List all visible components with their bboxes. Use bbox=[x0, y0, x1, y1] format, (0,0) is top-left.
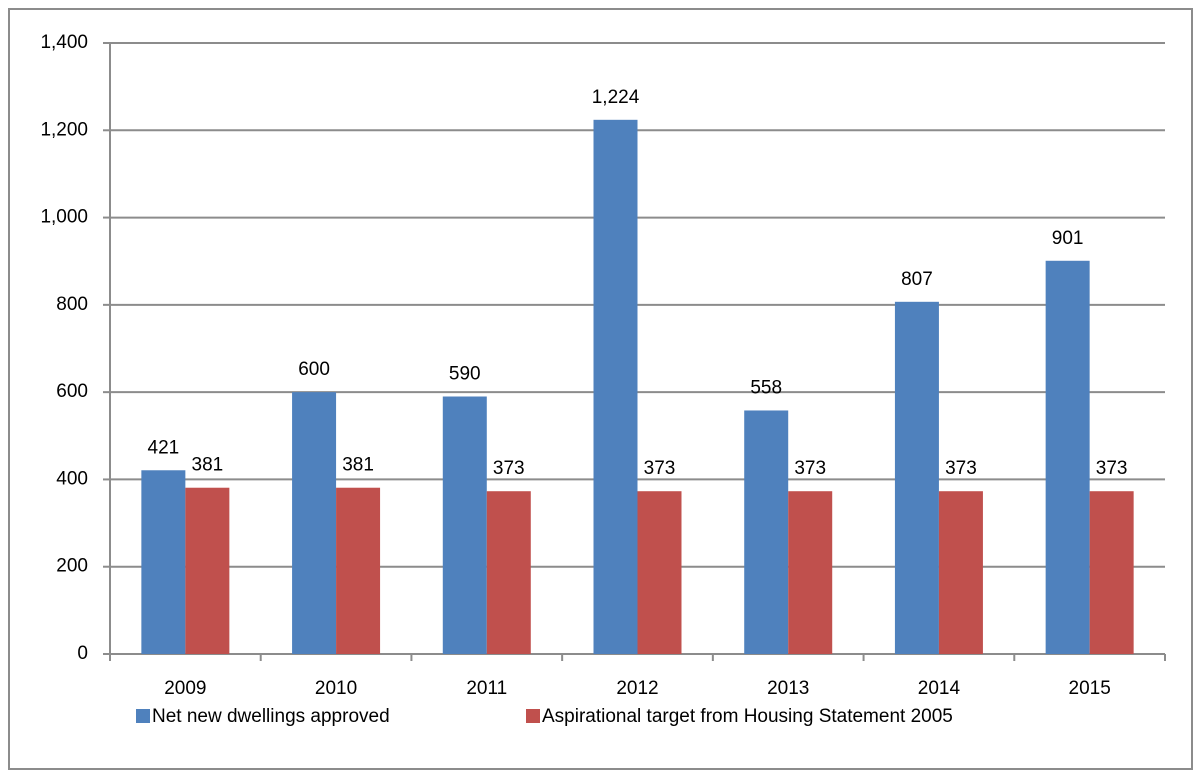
bar bbox=[788, 491, 833, 654]
y-tick-label: 400 bbox=[56, 468, 88, 489]
data-label: 381 bbox=[192, 455, 224, 476]
bar bbox=[1089, 491, 1134, 654]
bar bbox=[1045, 260, 1090, 654]
legend-label: Aspirational target from Housing Stateme… bbox=[542, 706, 953, 727]
y-tick-label: 0 bbox=[77, 643, 88, 664]
legend-swatch bbox=[526, 709, 540, 723]
bar bbox=[486, 491, 531, 654]
data-label: 373 bbox=[493, 458, 525, 479]
x-tick-label: 2009 bbox=[164, 678, 206, 699]
y-tick-label: 1,200 bbox=[40, 119, 88, 140]
data-label: 558 bbox=[750, 377, 782, 398]
data-label: 1,224 bbox=[592, 87, 640, 108]
legend-swatch bbox=[136, 709, 150, 723]
x-tick-label: 2013 bbox=[767, 678, 809, 699]
data-label: 600 bbox=[298, 359, 330, 380]
bar bbox=[185, 487, 230, 654]
x-tick-label: 2014 bbox=[918, 678, 961, 699]
bar bbox=[593, 119, 638, 655]
y-tick-label: 200 bbox=[56, 556, 88, 577]
data-label: 590 bbox=[449, 364, 481, 385]
data-label: 373 bbox=[644, 458, 676, 479]
data-label: 373 bbox=[945, 458, 977, 479]
data-label: 373 bbox=[1096, 458, 1128, 479]
bar bbox=[637, 491, 682, 654]
data-label: 421 bbox=[148, 437, 180, 458]
bar bbox=[336, 487, 381, 654]
data-label: 901 bbox=[1052, 228, 1084, 249]
x-tick-label: 2015 bbox=[1069, 678, 1111, 699]
bar bbox=[744, 410, 789, 654]
bar bbox=[141, 470, 186, 654]
legend-label: Net new dwellings approved bbox=[152, 706, 390, 727]
x-tick-label: 2012 bbox=[616, 678, 658, 699]
data-label: 373 bbox=[794, 458, 826, 479]
data-label: 381 bbox=[342, 455, 374, 476]
bar bbox=[938, 491, 983, 654]
bar bbox=[442, 396, 487, 654]
y-tick-label: 1,400 bbox=[40, 32, 88, 53]
x-tick-label: 2010 bbox=[315, 678, 357, 699]
bar bbox=[292, 392, 337, 654]
y-tick-label: 1,000 bbox=[40, 207, 88, 228]
y-tick-label: 800 bbox=[56, 294, 88, 315]
x-tick-label: 2011 bbox=[466, 678, 507, 699]
bar bbox=[894, 301, 939, 654]
data-label: 807 bbox=[901, 269, 933, 290]
y-tick-label: 600 bbox=[56, 381, 88, 402]
